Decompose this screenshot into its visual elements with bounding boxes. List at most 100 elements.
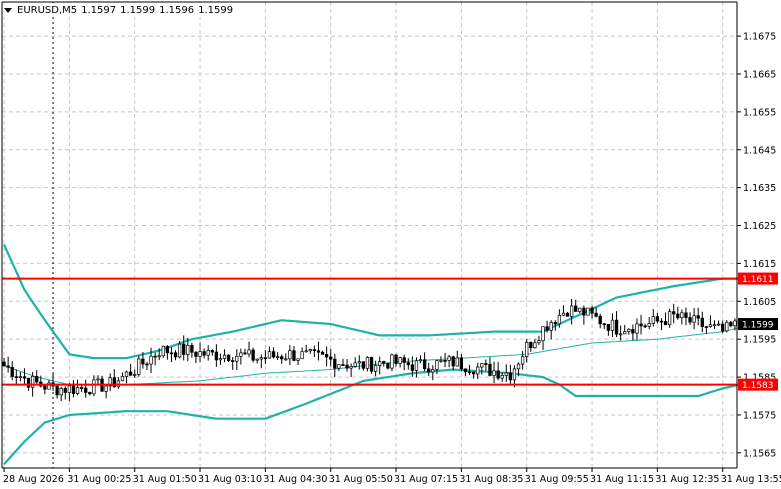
candle [733, 318, 737, 331]
price-badge-label: 1.1599 [742, 321, 774, 331]
candle-bear-body [165, 346, 170, 354]
horizontal-lines[interactable] [2, 277, 737, 386]
candle [218, 353, 223, 365]
candle-bear-body [663, 321, 668, 326]
candle-bear-body [496, 370, 500, 379]
candle-bull-body [398, 357, 402, 364]
candle [508, 364, 513, 384]
candle [296, 358, 300, 366]
candle-bull-body [296, 358, 300, 361]
candle [390, 353, 394, 372]
candle-bear-body [672, 311, 676, 315]
candle-bear-body [606, 323, 611, 331]
candle [35, 370, 39, 384]
candle-bull-body [373, 365, 378, 372]
candle [545, 320, 549, 333]
candle [537, 335, 541, 346]
candle-bear-body [394, 354, 398, 364]
candle [173, 350, 178, 361]
candle [210, 349, 214, 356]
candle [700, 311, 704, 333]
price-tick-label: 1.1655 [743, 107, 776, 118]
candle [18, 371, 23, 382]
candle [239, 348, 243, 365]
candle-bear-body [10, 366, 14, 377]
candle [280, 354, 284, 364]
candle-bull-body [541, 326, 545, 342]
candle [75, 379, 80, 396]
candle-bear-body [369, 357, 374, 372]
candle [128, 363, 133, 376]
candle [586, 307, 590, 316]
candle-bear-body [173, 352, 178, 358]
candle [271, 347, 276, 359]
candle [137, 355, 141, 377]
candle [345, 359, 349, 372]
candle [226, 354, 231, 362]
candle-bear-body [6, 365, 10, 368]
candle [333, 353, 337, 377]
candle-bear-body [316, 350, 321, 353]
candle [182, 335, 186, 361]
candle-bear-body [484, 363, 488, 365]
candle-bear-body [71, 385, 76, 394]
candle [369, 356, 374, 374]
candle [676, 306, 680, 320]
candle [153, 352, 157, 366]
candle-bull-body [725, 321, 729, 332]
candle-bull-body [300, 351, 304, 360]
chart-menu-arrow-icon[interactable] [4, 7, 12, 13]
price-tick-label: 1.1645 [743, 145, 776, 156]
candle [672, 303, 676, 324]
candle-bear-body [243, 352, 247, 355]
candle [431, 365, 435, 381]
candle-bear-body [43, 385, 47, 390]
candle-bear-body [202, 351, 206, 356]
candle-bear-body [427, 368, 431, 373]
candle-bull-body [578, 307, 582, 312]
candle-bear-body [598, 315, 602, 325]
time-tick-label: 31 Aug 09:55 [525, 474, 589, 485]
candle [288, 345, 292, 366]
candle [149, 347, 153, 374]
candle-bear-body [182, 343, 186, 355]
candle-bull-body [500, 375, 504, 379]
candle [422, 352, 427, 372]
candle-bear-body [341, 364, 345, 366]
candle [447, 354, 451, 368]
candle [406, 358, 410, 370]
candle [484, 359, 488, 371]
candle-bear-body [406, 362, 410, 366]
candle [533, 339, 537, 349]
candle [202, 348, 206, 359]
candlesticks [2, 298, 737, 402]
candle-bull-body [247, 349, 251, 355]
candle-bull-body [218, 358, 223, 361]
candle [435, 359, 439, 375]
candle [688, 312, 692, 325]
candle [361, 361, 366, 371]
time-tick-label: 31 Aug 04:30 [263, 474, 327, 485]
candle-bull-body [651, 316, 655, 324]
candle [565, 311, 570, 317]
candle [439, 356, 443, 363]
candle-bull-body [357, 361, 361, 364]
candle [10, 361, 14, 381]
price-tick-label: 1.1605 [743, 297, 776, 308]
ohlc-close: 1.1599 [198, 4, 234, 16]
candle-bear-body [410, 364, 415, 371]
candle [43, 384, 47, 395]
candle-bull-body [198, 351, 202, 357]
candle-bull-body [75, 387, 80, 394]
candle [418, 355, 423, 364]
candle-bull-body [525, 342, 529, 357]
candle-bear-body [88, 392, 92, 395]
candle [373, 360, 378, 377]
candle [492, 361, 496, 384]
candle-bear-body [602, 323, 606, 326]
price-tick-label: 1.1585 [743, 373, 776, 384]
candle-bull-body [337, 364, 341, 369]
symbol-header: EURUSD,M5 1.1597 1.1599 1.1596 1.1599 [4, 3, 236, 17]
